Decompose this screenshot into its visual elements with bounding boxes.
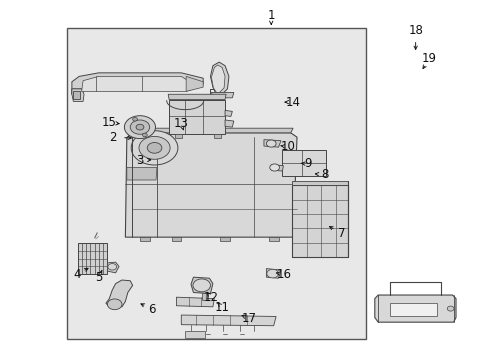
Text: 4: 4 [73,268,81,281]
Polygon shape [130,128,292,133]
Polygon shape [264,140,281,147]
Text: 15: 15 [102,116,117,129]
Bar [67,28,366,339]
Polygon shape [268,237,278,241]
Circle shape [193,279,210,292]
Polygon shape [106,280,132,307]
Text: 16: 16 [276,268,291,281]
Circle shape [447,306,453,311]
Circle shape [130,120,149,134]
Circle shape [139,136,170,159]
Polygon shape [72,89,84,96]
Text: 6: 6 [148,303,156,316]
Polygon shape [271,165,283,171]
Circle shape [124,116,155,139]
Text: 8: 8 [321,168,328,181]
Bar [282,150,325,176]
Text: 14: 14 [285,96,300,109]
Bar [291,185,347,257]
Polygon shape [140,237,149,241]
Polygon shape [107,262,119,273]
Polygon shape [211,65,224,94]
Circle shape [142,133,147,137]
Text: 19: 19 [421,52,436,65]
Polygon shape [374,295,455,322]
Polygon shape [175,134,182,138]
Circle shape [108,264,116,270]
Bar [389,303,436,316]
Polygon shape [210,62,228,96]
Polygon shape [224,120,233,127]
Circle shape [147,143,162,153]
Polygon shape [220,237,229,241]
Bar [78,243,107,274]
Polygon shape [291,181,347,185]
Text: 1: 1 [267,9,274,22]
Polygon shape [81,76,198,91]
Polygon shape [185,331,204,338]
Text: 17: 17 [242,312,256,325]
Polygon shape [201,293,205,300]
Text: 3: 3 [136,154,143,167]
Text: 12: 12 [203,291,219,304]
Polygon shape [126,167,157,180]
Circle shape [107,299,122,310]
Circle shape [266,269,278,278]
Circle shape [269,164,279,171]
Polygon shape [181,315,276,326]
Polygon shape [266,269,281,278]
Text: 9: 9 [304,157,311,170]
Circle shape [132,117,137,121]
Polygon shape [211,93,233,98]
Polygon shape [176,297,214,307]
Bar [169,100,224,134]
Circle shape [266,140,276,147]
Text: 18: 18 [407,24,422,37]
Text: 13: 13 [174,117,188,130]
Polygon shape [224,111,232,116]
Circle shape [131,131,178,165]
Polygon shape [214,134,221,138]
Text: 10: 10 [280,140,295,153]
Circle shape [136,124,143,130]
Polygon shape [72,89,84,102]
Polygon shape [125,133,296,237]
Text: 5: 5 [95,271,102,284]
Polygon shape [73,91,80,99]
Polygon shape [171,237,181,241]
Polygon shape [168,94,225,100]
Text: 11: 11 [215,301,230,314]
Text: 7: 7 [337,227,345,240]
Text: 2: 2 [109,131,117,144]
Polygon shape [186,76,203,91]
Polygon shape [191,277,212,294]
Polygon shape [72,73,203,94]
